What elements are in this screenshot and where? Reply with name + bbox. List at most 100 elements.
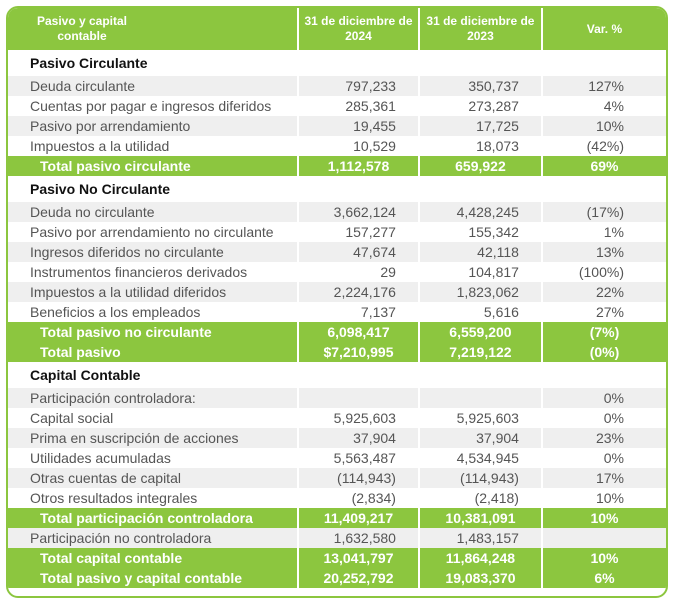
row-value: 6,559,200	[417, 322, 541, 342]
row-value: 69%	[540, 156, 666, 176]
row-value: 104,817	[417, 262, 541, 282]
section-title: Capital Contable	[30, 367, 141, 383]
row-value: 5,563,487	[297, 448, 418, 468]
row-value: 659,922	[417, 156, 541, 176]
row-value: 5,925,603	[297, 408, 418, 428]
empty-cell	[540, 50, 666, 76]
header-cell: Pasivo y capital contable	[8, 8, 298, 50]
row-value: 10,381,091	[417, 508, 541, 528]
row-label: Utilidades acumuladas	[30, 450, 171, 466]
row-value: 0%	[540, 388, 666, 408]
row-label: Deuda no circulante	[8, 202, 298, 222]
row-value: 7,137	[297, 302, 418, 322]
row-label: Otras cuentas de capital	[8, 468, 298, 488]
row-value: 1,632,580	[297, 528, 418, 548]
row-value: 22%	[540, 282, 666, 302]
data-row: Beneficios a los empleados 7,137 5,616 27%	[8, 302, 666, 322]
data-row: Pasivo por arrendamiento no circulante 15…	[8, 222, 666, 242]
row-value: 10%	[540, 548, 666, 568]
header-text: Pasivo y capital contable	[36, 14, 128, 43]
row-value: 273,287	[417, 96, 541, 116]
empty-cell	[417, 362, 541, 388]
row-value: 29	[297, 262, 418, 282]
row-value: 3,662,124	[297, 202, 418, 222]
data-row: Ingresos diferidos no circulante 47,674 42…	[8, 242, 666, 262]
row-label: Total pasivo	[8, 342, 298, 362]
row-value: 350,737	[417, 76, 541, 96]
row-value: 4%	[540, 96, 666, 116]
data-row: Pasivo por arrendamiento 19,455 17,725 10%	[8, 116, 666, 136]
row-value: 47,674	[297, 242, 418, 262]
row-value: 5,616	[417, 302, 541, 322]
row-value: 1%	[540, 222, 666, 242]
row-value: 42,118	[417, 242, 541, 262]
row-value: 0%	[540, 448, 666, 468]
row-value: 157,277	[297, 222, 418, 242]
row-label: Cuentas por pagar e ingresos diferidos	[30, 98, 272, 114]
row-value: 19,083,370	[417, 568, 541, 588]
section-row: Capital Contable	[8, 362, 666, 388]
row-value: 0%	[540, 408, 666, 428]
header-cell: 31 de diciembre de 2023	[417, 8, 541, 50]
row-value: 10%	[540, 488, 666, 508]
row-value: $7,210,995	[297, 342, 418, 362]
data-row: Deuda no circulante 3,662,124 4,428,245 (17…	[8, 202, 666, 222]
row-value: 19,455	[297, 116, 418, 136]
row-value: 1,823,062	[417, 282, 541, 302]
row-value: (0%)	[540, 342, 666, 362]
data-row: Prima en suscripción de acciones 37,904 37…	[8, 428, 666, 448]
row-value: (42%)	[540, 136, 666, 156]
data-row: Cuentas por pagar e ingresos diferidos 28…	[8, 96, 666, 116]
row-value: 37,904	[297, 428, 418, 448]
row-value: 10,529	[297, 136, 418, 156]
row-label: Impuestos a la utilidad diferidos	[8, 282, 298, 302]
row-label: Capital social	[30, 410, 114, 426]
row-label: Total capital contable	[8, 548, 298, 568]
row-value	[297, 388, 418, 408]
row-label: Participación controladora:	[8, 388, 298, 408]
data-row: Deuda circulante 797,233 350,737 127%	[8, 76, 666, 96]
empty-cell	[297, 362, 418, 388]
row-label: Pasivo por arrendamiento no circulante	[30, 224, 274, 240]
data-row: Instrumentos financieros derivados 29 104,…	[8, 262, 666, 282]
row-value: 1,112,578	[297, 156, 418, 176]
data-row: Otros resultados integrales (2,834) (2,418…	[8, 488, 666, 508]
row-label: Total pasivo no circulante	[8, 322, 298, 342]
row-label: Total participación controladora	[8, 508, 298, 528]
total-row: Total pasivo circulante 1,112,578 659,922 6…	[8, 156, 666, 176]
row-value: 17,725	[417, 116, 541, 136]
row-value: 27%	[540, 302, 666, 322]
header-text: 31 de diciembre de 2024	[304, 14, 413, 43]
row-value: 13%	[540, 242, 666, 262]
row-value: (2,834)	[297, 488, 418, 508]
row-value: (114,943)	[417, 468, 541, 488]
row-value: 37,904	[417, 428, 541, 448]
header-text: 31 de diciembre de 2023	[426, 14, 535, 43]
row-value: 23%	[540, 428, 666, 448]
row-label: Prima en suscripción de acciones	[8, 428, 298, 448]
row-value: 2,224,176	[297, 282, 418, 302]
row-label: Deuda circulante	[8, 76, 298, 96]
data-row: Utilidades acumuladas 5,563,487 4,534,945 0…	[8, 448, 666, 468]
header-cell: Var. %	[540, 8, 666, 50]
row-label: Participación no controladora	[8, 528, 298, 548]
row-value: 1,483,157	[417, 528, 541, 548]
row-value: 285,361	[297, 96, 418, 116]
row-label: Pasivo por arrendamiento	[8, 116, 298, 136]
total-row: Total participación controladora 11,409,2…	[8, 508, 666, 528]
row-value: (7%)	[540, 322, 666, 342]
header-cell: 31 de diciembre de 2024	[297, 8, 418, 50]
data-row: Impuestos a la utilidad 10,529 18,073 (42%)	[8, 136, 666, 156]
total-row: Total pasivo $7,210,995 7,219,122 (0%)	[8, 342, 666, 362]
row-label: Total pasivo y capital contable	[8, 568, 298, 588]
header-text: Var. %	[586, 21, 623, 36]
empty-cell	[540, 362, 666, 388]
empty-cell	[540, 176, 666, 202]
row-value: 6,098,417	[297, 322, 418, 342]
row-value: 6%	[540, 568, 666, 588]
row-value: 13,041,797	[297, 548, 418, 568]
row-value: 4,534,945	[417, 448, 541, 468]
header-row: Pasivo y capital contable 31 de diciembre…	[8, 8, 666, 50]
data-row: Impuestos a la utilidad diferidos 2,224,1…	[8, 282, 666, 302]
balance-table: Pasivo y capital contable 31 de diciembre…	[8, 8, 666, 588]
